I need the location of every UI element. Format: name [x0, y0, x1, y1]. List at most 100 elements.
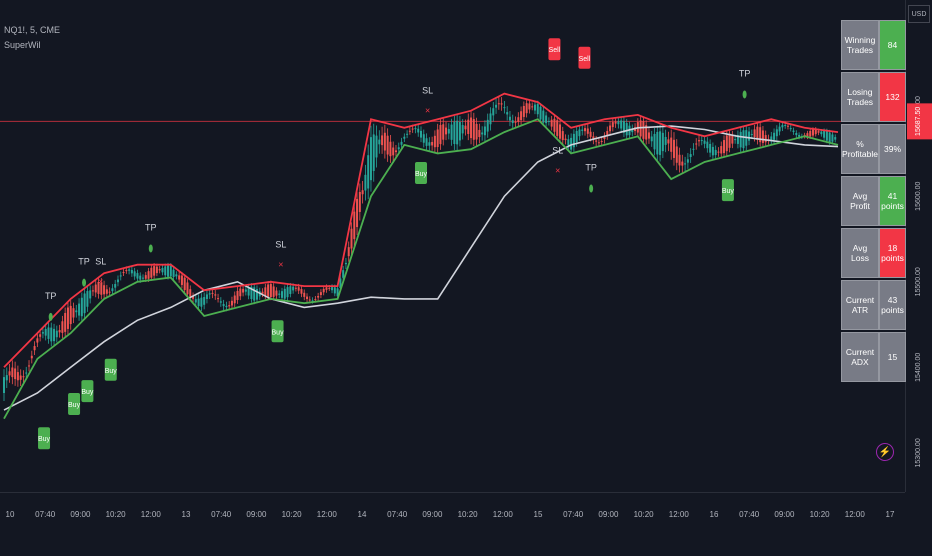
candle-body — [147, 271, 150, 279]
candle-body — [586, 128, 589, 134]
price-chart[interactable]: BuyBuyBuyBuyBuyBuyBuySellSellTPTPTPTPTPS… — [0, 0, 905, 492]
candle-body — [383, 132, 386, 151]
candle-body — [89, 290, 92, 299]
sell-signal — [548, 38, 561, 61]
candle-body — [108, 291, 111, 293]
buy-signal-label: Buy — [272, 329, 285, 336]
candle-body — [369, 137, 372, 181]
stats-label: Winning Trades — [841, 20, 879, 70]
candle-body — [208, 293, 211, 295]
candle-body — [670, 137, 673, 152]
time-tick-label: 12:00 — [845, 510, 866, 519]
price-axis[interactable]: 15300.0015400.0015500.0015600.0015700.00… — [905, 0, 932, 492]
candle-body — [66, 307, 69, 329]
candle-body — [255, 288, 258, 300]
price-tick-label: 15600.00 — [915, 182, 922, 211]
candle-body — [606, 130, 609, 136]
candle-body — [205, 294, 208, 299]
candle-body — [514, 121, 517, 123]
candle-body — [786, 125, 789, 127]
candle-body — [250, 286, 253, 300]
candle-body — [792, 130, 795, 132]
candle-body — [545, 115, 548, 124]
buy-signal-label: Buy — [68, 402, 81, 409]
candle-body — [703, 140, 706, 144]
candle-body — [336, 288, 339, 297]
currency-label[interactable]: USD — [908, 5, 930, 23]
candle-body — [50, 327, 53, 342]
price-tick-label: 15500.00 — [915, 267, 922, 296]
sell-signal-label: Sell — [579, 56, 591, 63]
buy-signal-label: Buy — [722, 188, 735, 195]
candle-body — [467, 119, 470, 134]
candle-body — [650, 136, 653, 142]
tp-marker — [148, 244, 153, 253]
candle-body — [103, 285, 106, 295]
tp-label: TP — [739, 68, 751, 78]
candle-body — [672, 139, 675, 158]
stats-row: Current ADX 15 — [841, 332, 908, 382]
buy-signal — [38, 427, 51, 450]
candle-body — [734, 139, 737, 141]
candle-body — [219, 301, 222, 303]
sell-signal-label: Sell — [549, 47, 561, 54]
candle-body — [561, 131, 564, 141]
candle-body — [22, 376, 25, 378]
candle-body — [667, 139, 670, 144]
candle-body — [30, 355, 33, 359]
candle-body — [753, 129, 756, 138]
stats-label: Current ADX — [841, 332, 879, 382]
candle-body — [698, 140, 700, 142]
series-line-1 — [3, 118, 839, 420]
candle-body — [356, 198, 359, 228]
candle-body — [717, 151, 720, 153]
tp-marker — [48, 312, 53, 321]
candle-body — [225, 305, 228, 308]
candle-body — [130, 269, 133, 274]
candle-body — [622, 121, 625, 133]
candle-body — [233, 295, 236, 304]
candle-body — [798, 134, 801, 137]
candle-body — [325, 287, 328, 290]
candle-body — [525, 103, 528, 114]
series-line-0 — [3, 125, 839, 411]
stats-row: % Profitable 39% — [841, 124, 908, 174]
candle-body — [242, 288, 245, 293]
candle-body — [139, 275, 142, 280]
candle-body — [230, 300, 233, 306]
candle-body — [150, 267, 153, 278]
candle-body — [664, 136, 667, 145]
stats-row: Avg Profit 41 points — [841, 176, 908, 226]
candle-body — [64, 313, 67, 332]
candle-body — [631, 128, 634, 133]
candle-body — [420, 130, 422, 138]
candle-body — [264, 287, 267, 296]
candle-body — [178, 275, 181, 280]
lightning-icon[interactable]: ⚡ — [876, 443, 894, 461]
candle-body — [203, 297, 206, 305]
candle-body — [367, 155, 370, 189]
candle-body — [36, 338, 39, 343]
candle-body — [503, 107, 506, 109]
time-tick-label: 09:00 — [70, 510, 91, 519]
candle-body — [378, 139, 381, 145]
candle-body — [795, 133, 798, 136]
candle-body — [308, 299, 311, 301]
buy-signal-label: Buy — [415, 171, 428, 178]
time-tick-label: 09:00 — [246, 510, 267, 519]
time-axis[interactable]: 10 07:40 09:00 10:20 12:00 13 07:40 09:00 10:20 1… — [0, 492, 905, 551]
candle-body — [486, 119, 489, 132]
candle-body — [175, 274, 178, 277]
candle-body — [834, 137, 837, 140]
candle-body — [339, 278, 342, 289]
time-tick-label: 12:00 — [669, 510, 690, 519]
candle-body — [83, 293, 86, 314]
candle-body — [725, 135, 728, 152]
candle-body — [614, 121, 617, 124]
candle-body — [41, 332, 44, 334]
candle-body — [319, 292, 322, 296]
tp-label: TP — [585, 163, 597, 173]
time-tick-label: 07:40 — [35, 510, 56, 519]
tp-label: TP — [45, 291, 57, 301]
candle-body — [153, 266, 156, 276]
